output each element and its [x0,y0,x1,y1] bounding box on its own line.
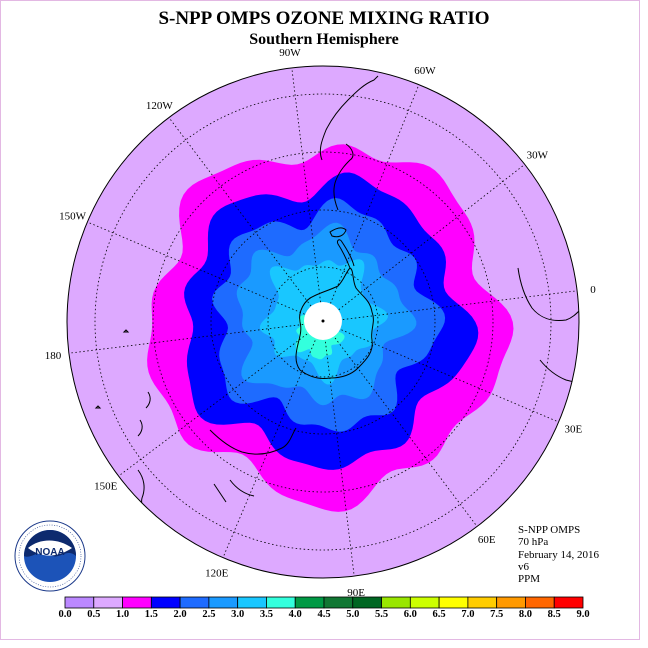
info-units: PPM [518,573,541,586]
meridian-line [118,333,308,477]
figure-subtitle: Southern Hemisphere [249,31,399,48]
colorbar-cell [381,596,411,609]
colorbar-tick-label: 3.0 [231,609,244,620]
longitude-label: 0 [590,284,596,296]
coastline [337,239,355,269]
coastline [122,329,130,333]
coastline [517,267,579,321]
colorbar-cell [352,596,382,609]
colorbar-tick-label: 7.5 [490,609,503,620]
coastline [319,75,379,211]
coastline [295,267,374,379]
info-level: 70 hPa [518,536,549,549]
longitude-label: 60E [478,534,496,546]
colorbar-tick-label: 7.0 [461,609,474,620]
coastline [539,359,575,383]
coastline [213,483,227,503]
longitude-label: 150E [94,481,118,493]
meridian-line [334,337,478,527]
colorbar-tick-label: 6.5 [433,609,446,620]
colorbar-tick-label: 0.5 [87,609,100,620]
colorbar-tick-label: 6.0 [404,609,417,620]
longitude-label: 60W [414,65,436,77]
colorbar-tick-label: 9.0 [576,609,589,620]
colorbar-cell [179,596,210,609]
colorbar-cell [467,596,498,609]
longitude-label: 180 [45,350,62,362]
coastline [329,227,347,238]
longitude-label: 150W [59,211,87,223]
latitude-circle [94,93,552,551]
longitude-label: 30E [565,423,583,435]
meridian-line [338,164,525,311]
logo-noaa-text: NOAA [35,547,64,558]
colorbar-cell [438,596,469,609]
colorbar-cells [64,596,584,609]
colorbar-cell [122,596,152,609]
colorbar-cell [208,596,239,609]
colorbar-tick-label: 5.5 [375,609,388,620]
colorbar-tick-label: 1.5 [145,609,158,620]
latitude-circle [152,151,494,493]
coastline [94,405,102,409]
colorbar-tick-label: 8.0 [519,609,532,620]
colorbar-tick-labels: 0.0 0.5 1.0 1.5 2.0 2.5 3.0 3.5 4.0 4.5 5.0 5.5 6.0 6… [58,609,589,620]
coastline [137,391,151,437]
colorbar-cell [294,596,325,609]
colorbar-cell [266,596,296,609]
coastlines [94,75,579,515]
graticule [68,67,578,577]
colorbar-cell [150,596,181,609]
latitude-circle [267,266,379,378]
colorbar-cell [323,596,354,609]
info-instrument: S-NPP OMPS [518,524,581,536]
colorbar-tick-label: 2.5 [202,609,215,620]
meridian-line [87,221,305,315]
colorbar-tick-label: 8.5 [548,609,561,620]
colorbar-tick-label: 5.0 [346,609,359,620]
meridian-line [341,329,559,423]
longitude-label: 30W [527,150,549,162]
longitude-label: 120E [205,567,229,579]
colorbar-tick-label: 4.5 [317,609,330,620]
coastline [209,427,297,497]
colorbar-cell [496,596,526,609]
colorbar-tick-label: 1.0 [116,609,129,620]
noaa-logo: NOAA [14,520,86,592]
south-pole-dot [321,319,325,323]
latitude-circle [210,209,436,435]
meridian-line [330,84,420,304]
meridian-line [291,67,321,303]
colorbar-cell [237,596,267,609]
colorbar-tick-label: 3.5 [260,609,273,620]
longitude-label: 90E [347,587,365,599]
longitude-label: 120W [146,100,174,112]
colorbar-tick-label: 2.0 [174,609,187,620]
longitude-label: 90W [279,47,301,59]
map-boundary [66,65,580,579]
colorbar-tick-label: 4.0 [289,609,302,620]
info-date: February 14, 2016 [518,548,599,561]
meridian-line [68,324,304,354]
meridian-line [168,117,312,307]
colorbar-cell [409,596,440,609]
figure-title: S-NPP OMPS OZONE MIXING RATIO [158,8,490,29]
colorbar-tick-label: 0.0 [58,609,71,620]
colorbar-cell [553,596,584,609]
meridian-line [222,340,316,558]
meridian-line [325,341,355,577]
info-block: S-NPP OMPS 70 hPa February 14, 2016 v6 P… [518,524,599,585]
colorbar-cell [64,596,95,609]
meridian-line [342,290,578,320]
colorbar-cell [525,596,555,609]
longitude-labels: 90W 60W 30W 0 30E 60E 90E 120E 150E 180 150W 120W [45,47,597,599]
info-version: v6 [518,560,529,573]
colorbar-cell [93,596,123,609]
